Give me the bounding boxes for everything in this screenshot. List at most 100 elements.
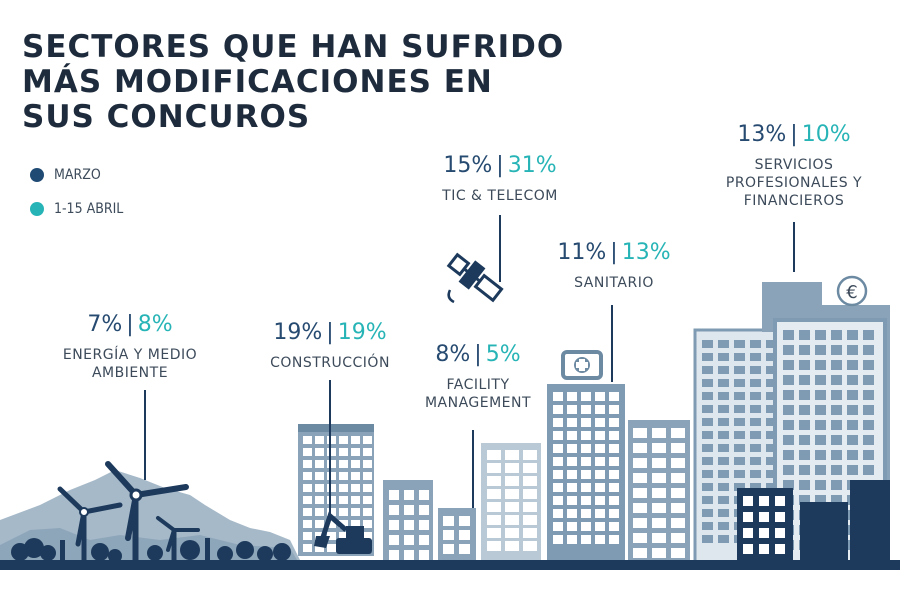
window — [487, 541, 501, 551]
window — [718, 522, 729, 530]
legend-label: 1-15 ABRIL — [54, 201, 124, 217]
sector-name-line: PROFESIONALES Y — [725, 175, 863, 191]
window — [595, 496, 605, 505]
window — [567, 405, 577, 414]
window — [750, 418, 761, 426]
value-separator: | — [790, 122, 798, 147]
window — [652, 473, 666, 483]
facility-building — [438, 508, 476, 562]
window — [419, 535, 429, 545]
window — [766, 431, 777, 439]
window — [315, 460, 324, 468]
window — [327, 472, 336, 480]
window — [702, 444, 713, 452]
window — [734, 457, 745, 465]
sector-tic: 15% | 31% TIC & TELECOM — [442, 153, 558, 205]
window — [404, 505, 414, 515]
euro-icon: € — [836, 275, 868, 307]
window — [702, 522, 713, 530]
window — [351, 508, 360, 516]
window — [863, 450, 874, 460]
window — [581, 431, 591, 440]
window — [783, 375, 794, 385]
window — [443, 530, 454, 540]
window — [339, 436, 348, 444]
window — [523, 450, 537, 460]
window — [766, 379, 777, 387]
window — [783, 420, 794, 430]
window — [783, 345, 794, 355]
window — [783, 330, 794, 340]
window — [750, 483, 761, 491]
window — [702, 457, 713, 465]
window — [815, 465, 826, 475]
sector-name-line: SANITARIO — [574, 275, 654, 291]
window — [404, 535, 414, 545]
window — [750, 431, 761, 439]
window — [671, 518, 685, 528]
window — [863, 345, 874, 355]
window — [351, 484, 360, 492]
legend-item-abril: 1-15 ABRIL — [30, 192, 123, 226]
window — [815, 330, 826, 340]
window — [339, 484, 348, 492]
wind-turbine-icon — [57, 461, 200, 566]
sector-name: SERVICIOS PROFESIONALES Y FINANCIEROS — [726, 156, 862, 210]
sector-name-line: FINANCIEROS — [743, 193, 845, 209]
window — [702, 418, 713, 426]
window — [750, 379, 761, 387]
window — [567, 535, 577, 544]
window — [734, 483, 745, 491]
window — [487, 489, 501, 499]
window — [459, 544, 470, 554]
window — [487, 515, 501, 525]
window — [581, 470, 591, 479]
window — [327, 532, 336, 540]
window — [523, 515, 537, 525]
window — [759, 512, 769, 522]
sector-facility: 8% | 5% FACILITY MANAGEMENT — [425, 342, 531, 412]
window — [443, 516, 454, 526]
sector-name: FACILITY MANAGEMENT — [425, 376, 531, 412]
window — [505, 515, 519, 525]
window — [567, 457, 577, 466]
window — [671, 458, 685, 468]
window — [750, 405, 761, 413]
window — [671, 443, 685, 453]
window — [595, 522, 605, 531]
legend-item-marzo: MARZO — [30, 158, 123, 192]
window — [799, 405, 810, 415]
window — [363, 520, 372, 528]
page-title: SECTORES QUE HAN SUFRIDO MÁS MODIFICACIO… — [22, 30, 564, 135]
window — [799, 330, 810, 340]
window — [581, 418, 591, 427]
window — [363, 532, 372, 540]
window — [831, 330, 842, 340]
title-line: SUS CONCUROS — [22, 99, 311, 135]
window — [315, 520, 324, 528]
value-abril: 19% — [337, 320, 387, 345]
window — [702, 405, 713, 413]
hospital-building — [547, 350, 625, 562]
window — [339, 520, 348, 528]
window — [303, 484, 312, 492]
window — [766, 470, 777, 478]
window — [671, 473, 685, 483]
window — [750, 457, 761, 465]
window — [339, 508, 348, 516]
window — [303, 460, 312, 468]
window — [351, 436, 360, 444]
window — [799, 345, 810, 355]
window — [831, 345, 842, 355]
window — [766, 366, 777, 374]
window — [671, 488, 685, 498]
window — [363, 484, 372, 492]
sector-name: CONSTRUCCIÓN — [270, 354, 390, 372]
window — [734, 405, 745, 413]
window — [718, 392, 729, 400]
window — [718, 405, 729, 413]
window — [743, 544, 753, 554]
dark-buildings — [737, 480, 890, 562]
small-building — [383, 480, 433, 562]
